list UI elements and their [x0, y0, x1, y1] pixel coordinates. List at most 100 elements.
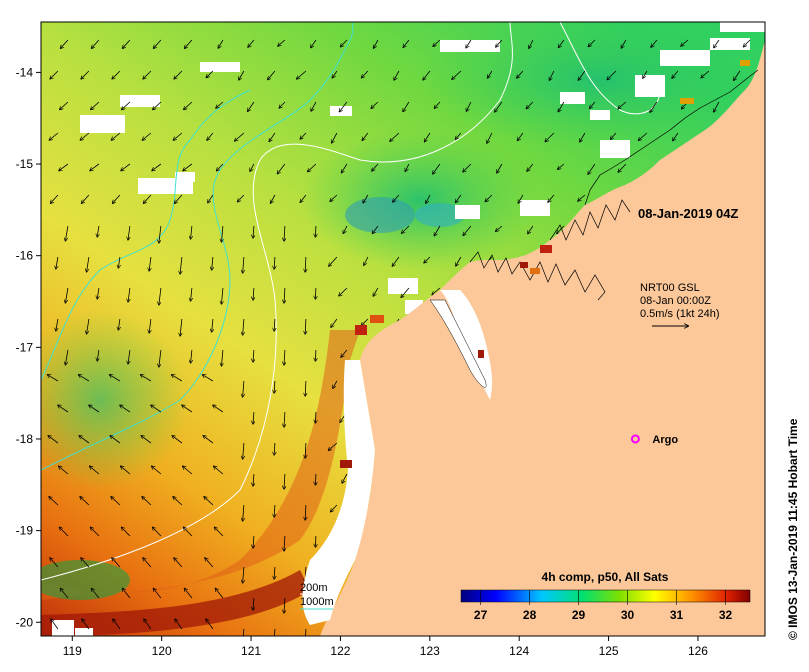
current-arrow — [253, 473, 254, 486]
current-arrow — [120, 405, 131, 413]
current-arrow — [111, 132, 121, 140]
current-arrow — [212, 256, 213, 270]
cloud-patch — [330, 106, 352, 116]
current-arrow — [238, 194, 245, 202]
current-arrow — [253, 287, 254, 300]
current-arrow — [207, 132, 214, 140]
current-arrow — [253, 535, 254, 548]
current-arrow — [113, 619, 121, 630]
current-arrow — [110, 436, 121, 444]
current-arrow — [203, 436, 214, 444]
current-arrow — [204, 497, 214, 506]
timestamp-label: 08-Jan-2019 04Z — [638, 206, 739, 221]
current-arrow — [151, 405, 162, 413]
current-arrow — [423, 70, 431, 80]
current-arrow — [142, 497, 152, 506]
current-arrow — [371, 101, 379, 108]
colorbar-ticks: 27 28 29 30 31 32 — [474, 590, 733, 622]
current-arrow — [558, 101, 565, 112]
current-arrow — [50, 70, 59, 79]
current-arrow — [172, 436, 183, 444]
current-arrow — [643, 70, 648, 78]
current-arrow — [159, 349, 162, 367]
current-arrow — [250, 163, 255, 171]
y-tick-label: -16 — [16, 249, 34, 263]
current-arrow — [274, 380, 275, 393]
current-arrow — [61, 39, 69, 48]
current-arrow — [373, 287, 379, 296]
current-arrow — [342, 473, 348, 483]
current-arrow — [269, 132, 276, 141]
argo-label: Argo — [652, 434, 678, 446]
current-arrow — [159, 225, 162, 243]
current-arrow — [463, 163, 472, 172]
current-arrow — [328, 442, 338, 450]
current-arrow — [213, 405, 224, 413]
current-arrow — [51, 194, 59, 203]
current-arrow — [774, 226, 781, 236]
current-arrow — [122, 527, 131, 537]
current-arrow — [456, 256, 462, 266]
current-arrow — [153, 101, 162, 109]
current-arrow — [253, 411, 254, 424]
current-arrow — [65, 225, 69, 241]
current-arrow — [212, 318, 213, 332]
colorbar-title: 4h comp, p50, All Sats — [542, 570, 669, 584]
current-arrow — [714, 101, 720, 112]
current-arrow — [426, 194, 431, 203]
cool-patch-1 — [300, 130, 540, 270]
current-arrow — [580, 132, 586, 142]
current-arrow — [362, 70, 369, 78]
current-arrow — [175, 619, 183, 630]
current-arrow — [274, 256, 275, 269]
current-arrow — [434, 225, 441, 236]
current-arrow — [774, 412, 781, 419]
cloud-patch — [455, 205, 480, 219]
current-arrow — [91, 589, 100, 599]
current-arrow — [214, 466, 224, 475]
current-arrow — [343, 225, 348, 233]
y-tick-label: -20 — [16, 615, 34, 629]
current-arrow — [203, 375, 214, 382]
current-arrow — [284, 535, 285, 551]
current-arrow — [60, 101, 69, 109]
current-arrow — [681, 39, 689, 46]
current-arrow — [774, 474, 781, 483]
current-arrow — [777, 40, 781, 48]
current-arrow — [402, 225, 410, 233]
current-arrow — [118, 256, 120, 268]
current-arrow — [373, 225, 379, 233]
current-arrow — [110, 375, 121, 382]
argo-float-marker[interactable]: Argo — [630, 434, 678, 446]
current-arrow — [274, 628, 276, 636]
current-arrow — [143, 558, 152, 568]
current-arrow — [51, 619, 59, 630]
current-arrow — [183, 466, 193, 475]
current-arrow — [466, 39, 472, 48]
current-arrow — [184, 589, 193, 599]
current-arrow — [112, 558, 121, 568]
current-arrow — [485, 194, 493, 201]
current-arrow — [526, 101, 534, 108]
current-legend-source: NRT00 GSL — [640, 282, 700, 294]
current-arrow — [56, 256, 58, 269]
current-arrow — [390, 132, 400, 141]
current-arrow — [424, 256, 431, 263]
current-arrow — [456, 194, 462, 202]
current-arrow — [81, 558, 90, 568]
land-kimberley — [320, 22, 765, 636]
colorbar-tick-label: 32 — [719, 608, 733, 622]
current-arrow — [243, 566, 244, 583]
current-arrow — [90, 466, 100, 475]
coast-pixel — [478, 350, 484, 358]
current-arrow — [128, 225, 130, 240]
coast-pixel — [355, 325, 367, 335]
current-arrow — [496, 39, 503, 47]
colorbar-tick-label: 28 — [523, 608, 537, 622]
current-arrow — [59, 163, 69, 171]
colorbar-tick-label: 31 — [670, 608, 684, 622]
x-tick-label: 126 — [688, 644, 708, 658]
current-arrow — [97, 225, 99, 237]
current-arrow — [528, 225, 534, 234]
current-arrow — [149, 256, 151, 271]
